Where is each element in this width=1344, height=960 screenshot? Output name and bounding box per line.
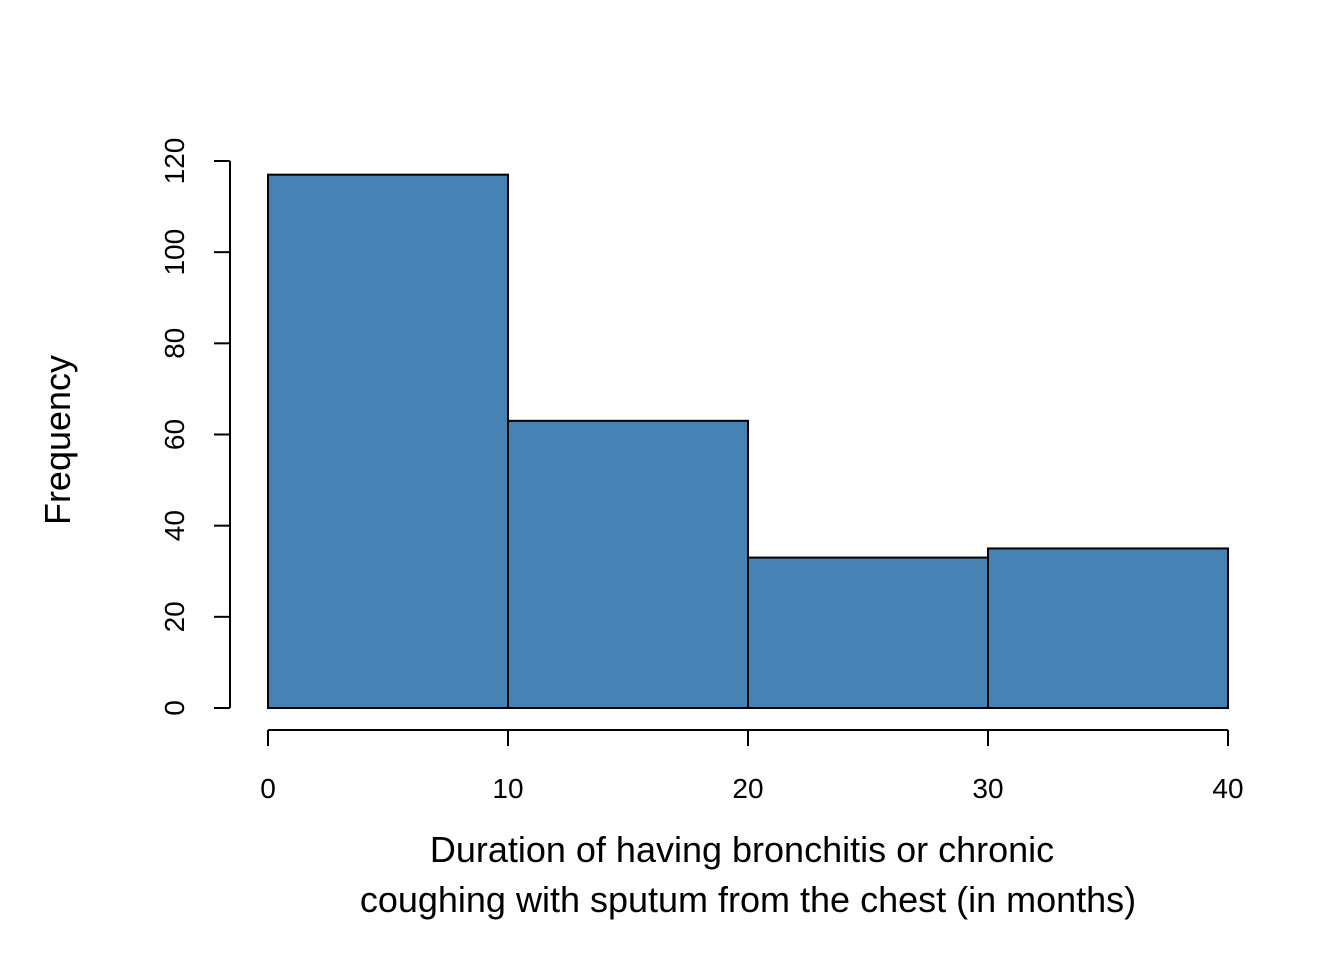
y-axis: 0 20 40 60 80 100 120 <box>159 138 231 716</box>
y-tick-label-80: 80 <box>159 328 190 359</box>
bars <box>267 173 1229 710</box>
x-axis: 0 10 20 30 40 <box>260 729 1244 804</box>
bar-10-20 <box>507 419 749 709</box>
x-axis-title-line-1: Duration of having bronchitis or chronic <box>430 829 1054 870</box>
x-tick-label-20: 20 <box>732 773 763 804</box>
y-tick-label-60: 60 <box>159 419 190 450</box>
y-tick-label-120: 120 <box>159 138 190 185</box>
y-tick-label-40: 40 <box>159 510 190 541</box>
x-tick-label-10: 10 <box>492 773 523 804</box>
x-tick-label-30: 30 <box>972 773 1003 804</box>
x-tick-label-40: 40 <box>1212 773 1243 804</box>
y-tick-label-100: 100 <box>159 229 190 276</box>
y-tick-label-20: 20 <box>159 601 190 632</box>
bar-20-30 <box>747 556 989 710</box>
bar-0-10 <box>267 173 509 710</box>
y-tick-label-0: 0 <box>159 700 190 716</box>
x-axis-title-line-2: coughing with sputum from the chest (in … <box>360 879 1136 920</box>
x-tick-label-0: 0 <box>260 773 276 804</box>
y-axis-title: Frequency <box>37 355 78 525</box>
bar-30-40 <box>987 547 1229 709</box>
